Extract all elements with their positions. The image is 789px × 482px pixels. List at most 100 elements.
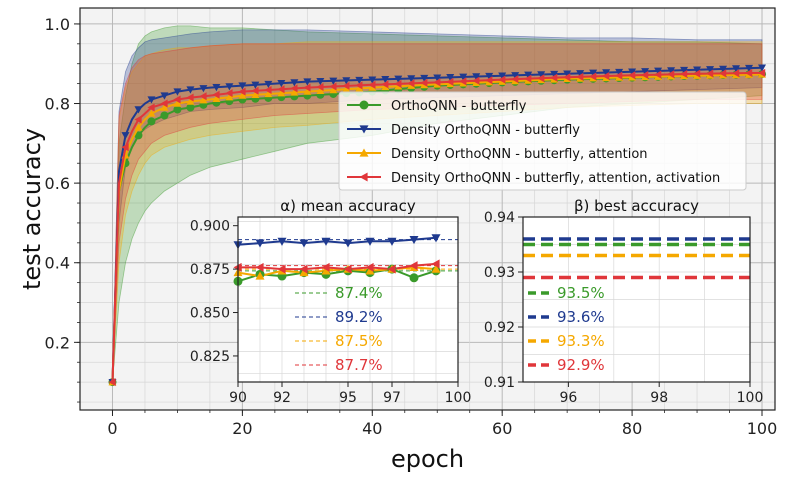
data-point — [459, 77, 467, 86]
inset-data-point — [277, 237, 287, 246]
inset-series-orthoqnn-butterfly — [237, 268, 458, 283]
inset-data-point — [255, 271, 265, 280]
inset-data-point — [321, 266, 331, 275]
data-point — [290, 88, 299, 96]
inset-x-tick-label: 90 — [229, 390, 247, 406]
inset-data-point — [431, 259, 440, 269]
inset-y-tick-label: 0.92 — [484, 320, 515, 336]
data-point — [472, 76, 480, 85]
inset-data-point — [387, 237, 397, 246]
legend-label: OrthoQNN - butterfly — [391, 99, 527, 114]
legend-label: Density OrthoQNN - butterfly — [391, 123, 580, 138]
data-point — [628, 71, 636, 80]
inset-x-tick-label: 96 — [559, 390, 577, 406]
data-point — [407, 75, 416, 83]
x-tick-label: 0 — [107, 419, 117, 438]
data-point — [238, 82, 247, 90]
legend-label: Density OrthoQNN - butterfly, attention,… — [391, 171, 720, 186]
legend-box — [338, 91, 747, 191]
data-point — [173, 105, 182, 114]
data-point — [134, 106, 143, 114]
data-point — [641, 70, 649, 79]
data-point — [745, 64, 754, 73]
data-point — [420, 78, 428, 87]
data-point — [147, 96, 156, 104]
data-point — [225, 83, 234, 91]
inset-y-tick-label: 0.900 — [190, 219, 230, 235]
data-point — [446, 74, 455, 82]
data-point — [173, 95, 181, 104]
data-point — [303, 83, 311, 92]
data-point — [251, 81, 260, 89]
inset-y-tick-label: 0.94 — [484, 210, 515, 226]
inset-y-tick-label: 0.91 — [484, 375, 515, 391]
data-point — [264, 89, 273, 98]
data-point — [667, 67, 676, 75]
data-point — [160, 92, 169, 100]
data-point — [485, 72, 494, 81]
data-point — [498, 75, 506, 84]
data-point — [147, 109, 156, 117]
x-axis-label: epoch — [391, 445, 464, 473]
x-tick-label: 40 — [362, 419, 382, 438]
inset-data-point — [365, 266, 375, 275]
data-point — [472, 73, 481, 81]
data-point — [498, 72, 507, 80]
data-point — [511, 72, 520, 80]
data-point — [134, 115, 142, 124]
data-point — [186, 97, 195, 105]
data-point — [368, 80, 376, 89]
x-tick-label: 20 — [232, 419, 252, 438]
data-point — [329, 82, 337, 91]
legend-entry: Density OrthoQNN - butterfly, attention — [347, 147, 648, 162]
data-point — [407, 79, 415, 88]
inset-data-point — [431, 234, 441, 243]
best-annotation-label: 92.9% — [557, 356, 605, 374]
y-tick-label: 1.0 — [45, 15, 70, 34]
inset-data-point — [409, 235, 419, 245]
inset-data-point — [299, 264, 308, 274]
inset-data-point — [365, 237, 375, 246]
data-point — [225, 93, 234, 101]
legend-entry: OrthoQNN - butterfly — [347, 99, 527, 114]
data-point — [381, 76, 390, 84]
data-point — [732, 69, 740, 78]
data-point — [342, 81, 350, 90]
data-point — [693, 66, 702, 74]
inset-best-accuracy: 93.5% 93.6% 93.3% 92.9% 96 98 100 0.91 0.92 0.93 0… — [484, 197, 764, 406]
data-point — [342, 85, 351, 93]
data-point — [173, 88, 182, 96]
data-point — [329, 77, 338, 85]
inset-x-tick-label: 95 — [339, 390, 357, 406]
inset-data-point — [409, 273, 419, 283]
data-point — [316, 86, 325, 94]
data-point — [680, 66, 689, 75]
legend: OrthoQNN - butterfly Density OrthoQNN - b… — [338, 91, 747, 191]
data-point — [602, 69, 611, 77]
data-point — [758, 68, 766, 77]
best-annotation-label: 93.3% — [557, 332, 605, 350]
data-point — [706, 66, 715, 74]
inset-y-tick-label: 0.825 — [190, 349, 230, 365]
inset-frame — [522, 216, 751, 383]
inset-data-point — [321, 237, 331, 246]
y-tick-label: 0.4 — [45, 254, 70, 273]
data-point — [186, 86, 195, 94]
data-point — [121, 132, 130, 140]
data-point — [225, 89, 233, 98]
data-point — [485, 76, 493, 85]
data-point — [277, 80, 286, 88]
inset-data-point — [365, 262, 374, 272]
data-point — [719, 69, 727, 78]
inset-data-point — [343, 264, 352, 274]
data-point — [251, 90, 260, 98]
data-point — [537, 74, 545, 83]
data-point — [251, 86, 259, 95]
data-point — [537, 71, 546, 79]
data-point — [342, 77, 351, 85]
data-point — [602, 72, 610, 81]
legend-entry: Density OrthoQNN - butterfly — [347, 123, 580, 138]
data-point — [641, 68, 650, 76]
data-point — [303, 78, 312, 86]
inset-y-tick-label: 0.875 — [190, 262, 230, 278]
